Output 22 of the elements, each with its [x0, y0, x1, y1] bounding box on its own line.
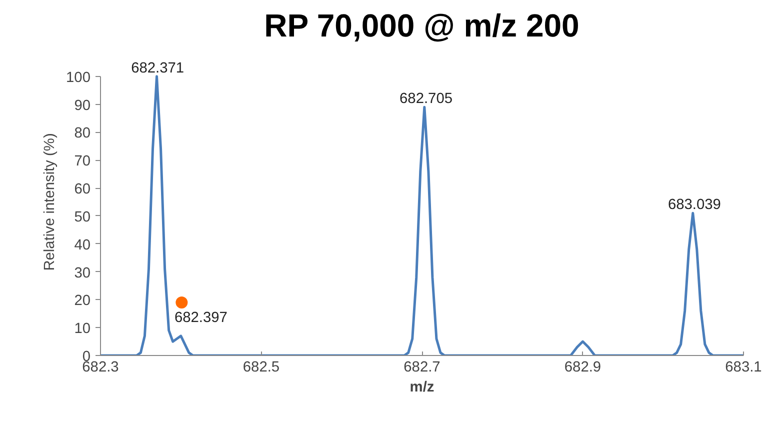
y-tick-label: 90: [74, 98, 91, 114]
y-tick-label: 40: [74, 237, 91, 254]
y-tick-label: 60: [74, 182, 91, 198]
line-series: [100, 75, 744, 356]
y-tick-label: 70: [74, 154, 91, 170]
y-tick-label: 10: [74, 321, 91, 338]
annotation: 682.397: [174, 310, 228, 326]
y-axis-title: Relative intensity (%): [42, 133, 58, 271]
x-tick-label: 683.1: [725, 360, 762, 376]
x-tick-label: 682.9: [564, 360, 602, 376]
y-tick-label: 50: [74, 209, 91, 226]
annotation: 682.705: [400, 91, 453, 108]
y-tick-label: 30: [74, 265, 91, 282]
y-tick-label: 80: [74, 126, 91, 142]
y-tick-label: 100: [66, 70, 91, 86]
chart-title: RP 70,000 @ m/z 200: [264, 8, 580, 44]
x-axis-title: m/z: [410, 380, 434, 396]
y-tick-label: 20: [74, 293, 91, 310]
annotation: 683.039: [668, 197, 721, 214]
x-tick-label: 682.7: [404, 360, 440, 376]
x-tick-label: 682.5: [242, 360, 280, 376]
annotation: 682.371: [131, 60, 184, 76]
